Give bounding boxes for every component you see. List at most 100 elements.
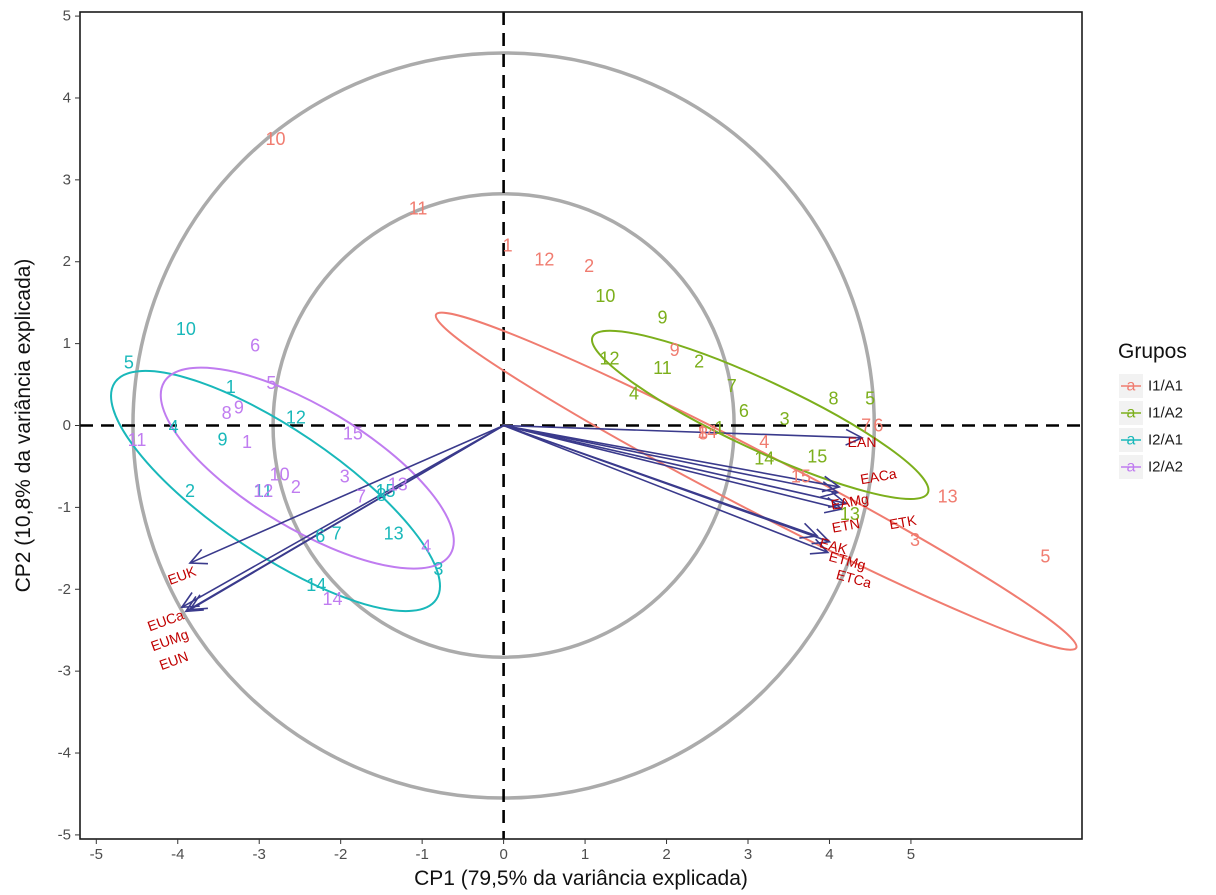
point-I1-A1-11: 11: [409, 199, 428, 219]
point-I1-A1-5: 5: [1040, 547, 1050, 567]
point-I1-A2-5: 5: [865, 388, 875, 408]
loading-arrowhead-EUN: [188, 594, 208, 611]
y-tick-label: -3: [58, 663, 71, 680]
point-I2-A2-1: 1: [242, 432, 252, 452]
point-I1-A2-6: 6: [739, 401, 749, 421]
x-tick-label: -3: [253, 846, 266, 863]
point-I1-A1-12: 12: [534, 249, 554, 269]
y-tick-label: -4: [58, 745, 71, 762]
ellipse-group-I1-A2: [590, 329, 930, 500]
loading-label-EAK: EAK: [818, 535, 850, 558]
point-I2-A2-13: 13: [388, 474, 408, 494]
point-I2-A1-5: 5: [124, 352, 134, 372]
point-I2-A1-15: 15: [375, 481, 395, 501]
point-I2-A2-15: 15: [343, 424, 363, 444]
x-tick-label: -2: [334, 846, 347, 863]
legend-label-I1-A2: I1/A2: [1148, 405, 1183, 422]
loading-arrowhead-EUK: [188, 548, 208, 565]
point-I2-A1-2: 2: [185, 481, 195, 501]
point-I2-A2-7: 7: [356, 487, 366, 507]
legend-key-glyph: a: [1127, 378, 1136, 395]
legend-label-I2-A2: I2/A2: [1148, 459, 1183, 476]
ellipse-group-I2-A2: [159, 366, 455, 570]
point-I2-A2-9: 9: [234, 397, 244, 417]
point-I2-A1-9: 9: [218, 429, 228, 449]
x-tick-label: 0: [499, 846, 507, 863]
x-tick-label: 2: [662, 846, 670, 863]
point-I2-A2-11: 11: [128, 430, 147, 450]
y-tick-label: 4: [63, 89, 71, 106]
y-tick-label: 2: [63, 253, 71, 270]
loading-vector-EAN: [503, 424, 863, 439]
loading-arrowhead-ETN: [823, 496, 844, 514]
loading-arrowhead-ETK: [828, 491, 848, 509]
loading-arrowhead-ETMg: [811, 528, 832, 545]
x-tick-label: 5: [907, 846, 915, 863]
loading-arrowhead-ETCa: [809, 538, 830, 555]
point-I2-A1-8: 8: [376, 485, 386, 505]
point-I2-A2-10: 10: [270, 465, 290, 485]
point-I1-A1-7: 7: [861, 416, 871, 436]
point-I2-A2-3: 3: [340, 466, 350, 486]
point-I2-A1-7: 7: [332, 524, 342, 544]
confidence-ellipse: [159, 366, 455, 570]
loading-vector-EUN: [189, 424, 505, 611]
point-I2-A2-6: 6: [250, 335, 260, 355]
point-I2-A1-10: 10: [176, 319, 196, 339]
loading-vector-ETK: [503, 424, 846, 505]
point-I2-A2-14: 14: [323, 589, 343, 609]
y-tick-label: 1: [63, 335, 71, 352]
point-I1-A1-9: 9: [670, 340, 680, 360]
point-I1-A1-3: 3: [910, 530, 920, 550]
legend-title: Grupos: [1118, 340, 1187, 363]
y-tick-label: -5: [58, 826, 71, 843]
point-I1-A2-15: 15: [807, 447, 827, 467]
legend-key-glyph: a: [1127, 459, 1136, 476]
legend-key-glyph: a: [1127, 432, 1136, 449]
loading-arrowhead-EUMg: [184, 595, 204, 613]
point-I1-A2-10: 10: [595, 286, 615, 306]
point-I2-A1-11: 11: [254, 481, 273, 501]
point-I2-A1-4: 4: [169, 417, 179, 437]
point-I1-A1-14: 14: [697, 422, 717, 442]
point-I1-A2-4: 4: [629, 384, 639, 404]
confidence-ellipse: [590, 329, 930, 500]
x-tick-label: 4: [825, 846, 833, 863]
y-tick-label: 3: [63, 171, 71, 188]
point-I2-A2-12: 12: [253, 481, 273, 501]
confidence-ellipse: [110, 369, 441, 613]
point-I1-A1-4: 4: [759, 432, 769, 452]
point-I2-A2-8: 8: [222, 403, 232, 423]
point-I1-A2-2: 2: [694, 352, 704, 372]
point-I1-A2-14: 14: [754, 448, 774, 468]
point-I1-A2-13: 13: [840, 504, 860, 524]
point-I1-A2-7: 7: [727, 376, 737, 396]
y-tick-label: -2: [58, 581, 71, 598]
point-I2-A2-2: 2: [291, 477, 301, 497]
point-I2-A1-14: 14: [306, 575, 326, 595]
x-tick-label: 3: [744, 846, 752, 863]
plot-background: [80, 12, 1082, 839]
y-tick-label: -1: [58, 499, 71, 516]
loading-vector-ETMg: [503, 424, 830, 543]
point-I2-A1-1: 1: [226, 377, 236, 397]
legend-label-I1-A1: I1/A1: [1148, 378, 1183, 395]
point-I1-A1-6: 6: [873, 416, 883, 436]
loading-vector-EACa: [503, 424, 840, 488]
point-I1-A1-13: 13: [938, 487, 958, 507]
loading-vector-ETN: [503, 424, 842, 510]
point-I1-A2-3: 3: [780, 409, 790, 429]
loading-label-EAN: EAN: [848, 434, 877, 450]
y-axis-title: CP2 (10,8% da variância explicada): [12, 259, 35, 593]
loading-arrowhead-EAMg: [819, 481, 840, 498]
x-axis-title: CP1 (79,5% da variância explicada): [414, 867, 748, 890]
point-I2-A1-13: 13: [384, 524, 404, 544]
point-I1-A1-10: 10: [265, 129, 285, 149]
loading-label-EACa: EACa: [859, 465, 898, 487]
loading-arrowhead-EAK: [799, 522, 819, 539]
y-tick-label: 0: [63, 417, 71, 434]
point-I1-A2-8: 8: [829, 388, 839, 408]
loading-vector-EAMg: [503, 424, 838, 494]
loading-vector-EUCa: [181, 424, 505, 608]
